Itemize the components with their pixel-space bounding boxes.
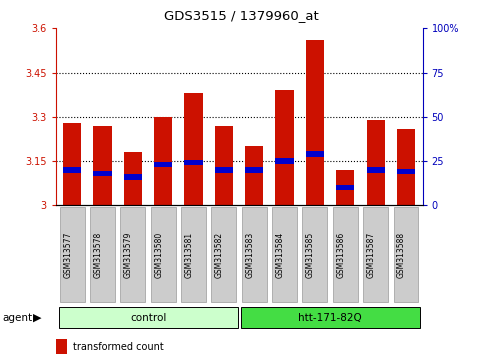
Bar [336, 170, 355, 205]
Text: ▶: ▶ [33, 313, 42, 323]
Text: control: control [130, 313, 166, 323]
Bar [367, 167, 384, 173]
Text: GSM313585: GSM313585 [306, 232, 315, 278]
Bar [63, 123, 81, 205]
Text: GSM313583: GSM313583 [245, 232, 254, 278]
Bar [154, 117, 172, 205]
Bar [367, 120, 384, 205]
Bar [94, 171, 112, 176]
Text: GDS3515 / 1379960_at: GDS3515 / 1379960_at [164, 9, 319, 22]
Bar [94, 126, 112, 205]
Bar [306, 152, 324, 157]
Text: agent: agent [2, 313, 32, 323]
FancyBboxPatch shape [151, 207, 176, 302]
Text: GSM313586: GSM313586 [336, 232, 345, 278]
Text: GSM313577: GSM313577 [63, 232, 72, 278]
FancyBboxPatch shape [90, 207, 115, 302]
Bar [336, 185, 355, 190]
Bar [124, 152, 142, 205]
Bar [306, 40, 324, 205]
Text: GSM313581: GSM313581 [185, 232, 194, 278]
Bar [275, 159, 294, 164]
Text: transformed count: transformed count [73, 342, 163, 352]
Bar [63, 167, 81, 173]
FancyBboxPatch shape [120, 207, 145, 302]
Text: GSM313579: GSM313579 [124, 232, 133, 278]
Bar [397, 169, 415, 175]
FancyBboxPatch shape [241, 307, 420, 328]
FancyBboxPatch shape [242, 207, 267, 302]
FancyBboxPatch shape [212, 207, 236, 302]
Bar [185, 93, 203, 205]
FancyBboxPatch shape [272, 207, 297, 302]
Bar [56, 339, 68, 354]
Text: GSM313578: GSM313578 [94, 232, 102, 278]
FancyBboxPatch shape [363, 207, 388, 302]
Bar [245, 146, 263, 205]
Text: GSM313580: GSM313580 [154, 232, 163, 278]
Bar [215, 126, 233, 205]
FancyBboxPatch shape [333, 207, 358, 302]
Text: GSM313587: GSM313587 [367, 232, 376, 278]
FancyBboxPatch shape [60, 207, 85, 302]
Text: GSM313588: GSM313588 [397, 232, 406, 278]
FancyBboxPatch shape [58, 307, 238, 328]
Bar [397, 129, 415, 205]
Text: GSM313584: GSM313584 [276, 232, 284, 278]
Bar [154, 162, 172, 167]
Bar [124, 175, 142, 179]
Text: htt-171-82Q: htt-171-82Q [298, 313, 362, 323]
FancyBboxPatch shape [394, 207, 418, 302]
Text: GSM313582: GSM313582 [215, 232, 224, 278]
FancyBboxPatch shape [181, 207, 206, 302]
Bar [245, 167, 263, 173]
Bar [185, 160, 203, 166]
Bar [215, 167, 233, 173]
FancyBboxPatch shape [302, 207, 327, 302]
Bar [275, 90, 294, 205]
